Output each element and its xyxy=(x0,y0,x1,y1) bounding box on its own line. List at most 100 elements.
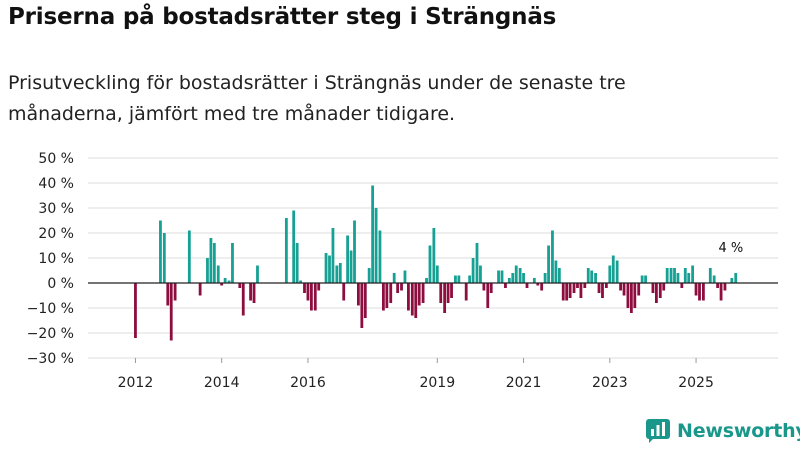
data-bar xyxy=(489,283,493,293)
data-bar xyxy=(683,268,687,283)
data-bar xyxy=(356,283,360,306)
data-bar xyxy=(187,230,191,283)
data-bar xyxy=(734,273,738,283)
data-bar xyxy=(335,265,339,283)
data-bar xyxy=(619,283,622,291)
data-bar xyxy=(551,230,554,283)
newsworthy-brand: Newsworthy xyxy=(646,419,800,443)
data-bar xyxy=(676,273,680,283)
data-bar xyxy=(349,250,353,283)
data-bar xyxy=(162,233,166,283)
data-bar xyxy=(435,265,439,283)
y-tick-label: 20 % xyxy=(38,226,74,242)
data-bar xyxy=(439,283,443,303)
data-bar xyxy=(450,283,453,298)
data-bar xyxy=(532,278,536,283)
data-bar xyxy=(303,283,306,293)
data-bar xyxy=(382,283,385,311)
data-bar xyxy=(680,283,684,288)
data-bar xyxy=(712,275,716,283)
data-bar xyxy=(651,283,655,293)
data-bar xyxy=(400,283,403,291)
data-bar xyxy=(292,210,296,283)
newsworthy-logo-icon xyxy=(646,419,670,443)
x-tick-label: 2012 xyxy=(118,375,154,391)
data-bar xyxy=(256,265,259,283)
data-bar xyxy=(446,283,450,303)
data-bar xyxy=(637,283,641,296)
y-tick-label: 10 % xyxy=(38,251,74,267)
data-bar xyxy=(594,273,597,283)
last-value-annotation: 4 % xyxy=(718,241,743,256)
data-bar xyxy=(586,268,590,283)
y-tick-label: −30 % xyxy=(27,351,74,367)
data-bar xyxy=(608,265,612,283)
data-bar xyxy=(615,260,619,283)
data-bar xyxy=(640,275,644,283)
data-bar xyxy=(579,283,583,298)
data-bar xyxy=(392,273,396,283)
data-bar xyxy=(367,268,371,283)
y-tick-label: 0 % xyxy=(47,276,74,292)
data-bar xyxy=(374,208,378,283)
data-bar xyxy=(432,228,436,283)
data-bar xyxy=(500,270,504,283)
data-bar xyxy=(597,283,601,293)
data-bar xyxy=(687,273,691,283)
x-tick-label: 2016 xyxy=(290,375,326,391)
data-bar xyxy=(198,283,202,296)
data-bar xyxy=(212,243,216,283)
data-bar xyxy=(454,275,457,283)
data-bar xyxy=(313,283,317,311)
data-bar xyxy=(331,228,335,283)
data-bar xyxy=(363,283,367,318)
y-tick-label: 30 % xyxy=(38,201,74,217)
data-bar xyxy=(583,283,587,288)
data-bar xyxy=(540,283,544,291)
data-bar xyxy=(371,185,375,283)
data-bar xyxy=(353,220,356,283)
data-bar xyxy=(464,283,468,301)
data-bar xyxy=(522,273,525,283)
data-bar xyxy=(669,268,673,283)
data-bar xyxy=(306,283,310,301)
data-bar xyxy=(557,268,561,283)
data-bar xyxy=(507,278,511,283)
y-tick-label: 50 % xyxy=(38,151,74,167)
data-bar xyxy=(309,283,313,311)
data-bar xyxy=(295,243,299,283)
data-bar xyxy=(346,235,350,283)
data-bar xyxy=(665,268,669,283)
data-bar xyxy=(342,283,346,301)
data-bar xyxy=(716,283,720,288)
data-bar xyxy=(482,283,486,291)
x-tick-label: 2023 xyxy=(592,375,628,391)
data-bar xyxy=(629,283,633,313)
data-bar xyxy=(209,238,213,283)
y-tick-label: −10 % xyxy=(27,301,74,317)
data-bar xyxy=(518,268,522,283)
data-bar xyxy=(220,283,224,286)
data-bar xyxy=(511,273,515,283)
x-tick-label: 2021 xyxy=(506,375,542,391)
data-bar xyxy=(604,283,608,288)
y-tick-label: 40 % xyxy=(38,176,74,192)
chart-title: Priserna på bostadsrätter steg i Strängn… xyxy=(8,4,557,30)
x-tick-label: 2019 xyxy=(419,375,455,391)
data-bar xyxy=(536,283,540,286)
data-bar xyxy=(317,283,321,291)
data-bar xyxy=(576,283,579,288)
data-bar xyxy=(662,283,666,291)
chart-subtitle: Prisutveckling för bostadsrätter i Strän… xyxy=(8,72,626,125)
data-bar xyxy=(238,283,242,288)
data-bar xyxy=(403,270,407,283)
data-bar xyxy=(554,260,558,283)
data-bar xyxy=(443,283,447,313)
data-bar xyxy=(328,255,331,283)
data-bar xyxy=(622,283,626,296)
data-bar xyxy=(568,283,572,298)
data-bar xyxy=(338,263,342,283)
brand-name: Newsworthy xyxy=(677,420,800,442)
data-bar xyxy=(389,283,393,303)
data-bar xyxy=(457,275,461,283)
